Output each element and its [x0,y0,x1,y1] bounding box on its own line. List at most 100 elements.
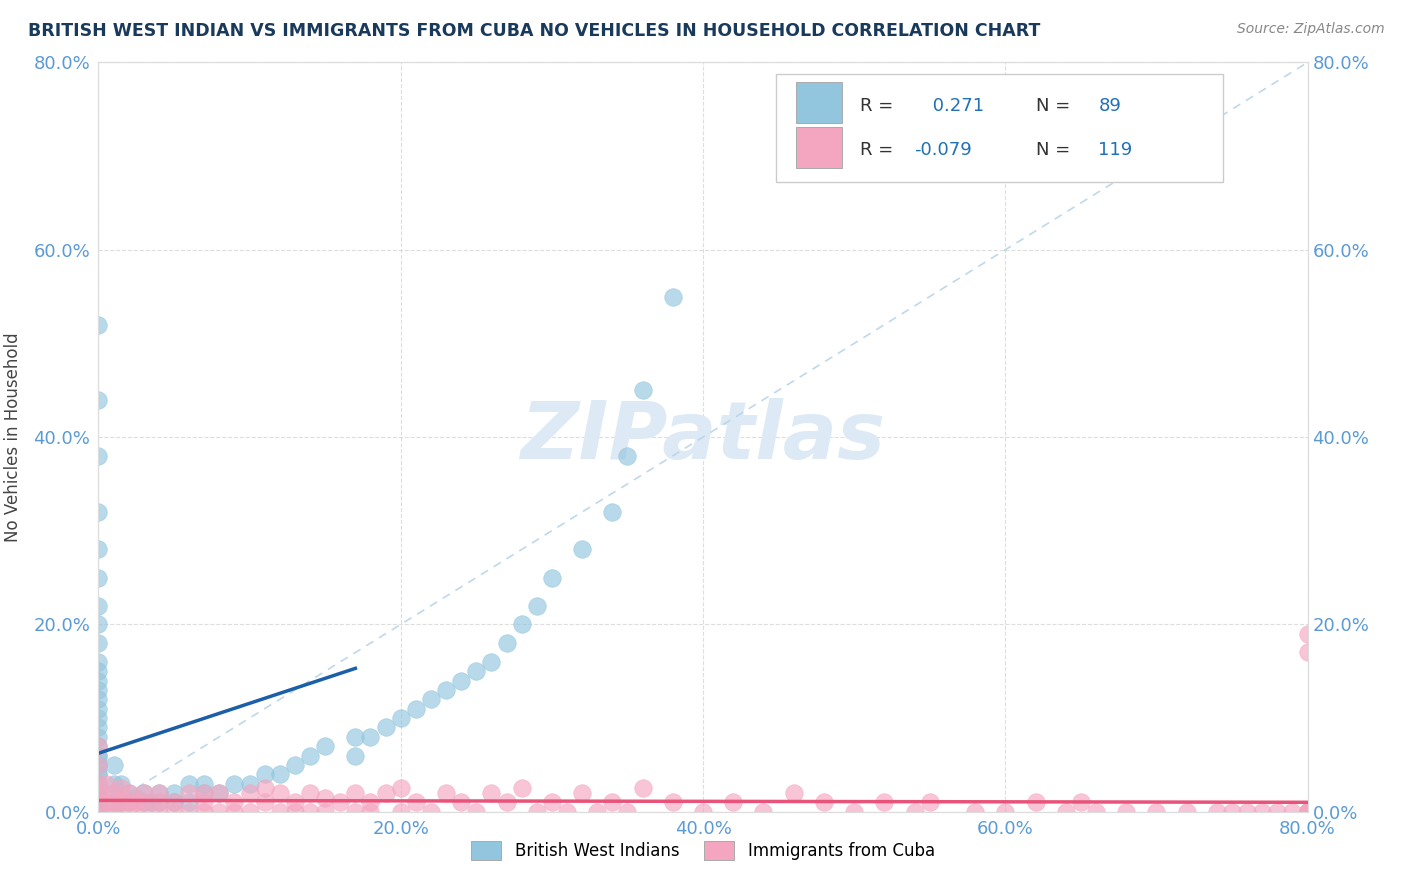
Point [87,636,110,650]
Point [87,449,110,463]
Point [87,617,110,632]
Point [420,692,443,706]
Point [148,786,170,800]
Point [1296,805,1319,819]
Point [344,805,367,819]
Point [481,655,503,669]
Point [284,796,307,810]
Bar [796,82,842,123]
Point [1115,805,1137,819]
Point [87,721,110,735]
Point [602,796,624,810]
Point [299,786,322,800]
Point [87,786,110,800]
Point [87,758,110,772]
Text: -0.079: -0.079 [915,141,973,160]
Point [434,683,457,698]
Point [193,786,215,800]
Point [1296,805,1319,819]
Point [87,664,110,679]
Point [571,542,593,557]
Point [253,781,276,796]
Point [965,805,987,819]
Point [526,805,548,819]
Point [87,542,110,557]
Text: R =: R = [860,141,900,160]
Point [420,805,443,819]
Point [87,786,110,800]
Point [344,748,367,763]
Point [87,805,110,819]
Text: Source: ZipAtlas.com: Source: ZipAtlas.com [1237,22,1385,37]
Point [284,805,307,819]
Point [873,796,896,810]
Point [1206,805,1229,819]
Point [125,790,148,805]
Point [179,786,201,800]
Point [616,805,638,819]
Point [374,786,396,800]
Point [450,796,472,810]
Point [125,796,148,810]
Point [224,796,246,810]
Point [110,776,132,791]
Point [87,571,110,585]
Point [692,805,714,819]
Point [405,796,427,810]
Point [1296,805,1319,819]
Point [87,739,110,753]
Point [87,701,110,715]
Point [87,392,110,407]
Point [555,805,578,819]
Point [284,758,307,772]
Point [616,449,638,463]
FancyBboxPatch shape [776,74,1223,182]
Point [314,739,336,753]
Point [87,776,110,791]
Legend: British West Indians, Immigrants from Cuba: British West Indians, Immigrants from Cu… [464,835,942,867]
Point [163,796,186,810]
Point [1296,805,1319,819]
Point [1085,805,1108,819]
Point [1296,646,1319,660]
Point [752,805,775,819]
Point [904,805,927,819]
Point [148,796,170,810]
Point [193,796,215,810]
Point [87,683,110,698]
Y-axis label: No Vehicles in Household: No Vehicles in Household [4,332,22,542]
Point [103,796,125,810]
Text: 89: 89 [1098,96,1121,115]
Point [87,805,110,819]
Point [87,800,110,814]
Point [495,636,517,650]
Point [87,711,110,725]
Point [87,805,110,819]
Point [87,692,110,706]
Point [314,790,336,805]
Point [87,781,110,796]
Point [87,748,110,763]
Point [224,776,246,791]
Point [87,767,110,781]
Point [783,786,806,800]
Point [269,767,291,781]
Text: BRITISH WEST INDIAN VS IMMIGRANTS FROM CUBA NO VEHICLES IN HOUSEHOLD CORRELATION: BRITISH WEST INDIAN VS IMMIGRANTS FROM C… [28,22,1040,40]
Point [132,786,155,800]
Point [434,786,457,800]
Point [994,805,1017,819]
Point [405,701,427,715]
Point [163,805,186,819]
Point [208,805,231,819]
Point [1267,805,1289,819]
Point [87,739,110,753]
Point [87,318,110,332]
Point [87,776,110,791]
Point [208,786,231,800]
Point [179,776,201,791]
Point [1296,805,1319,819]
Point [87,758,110,772]
Point [224,805,246,819]
Point [87,767,110,781]
Point [87,800,110,814]
